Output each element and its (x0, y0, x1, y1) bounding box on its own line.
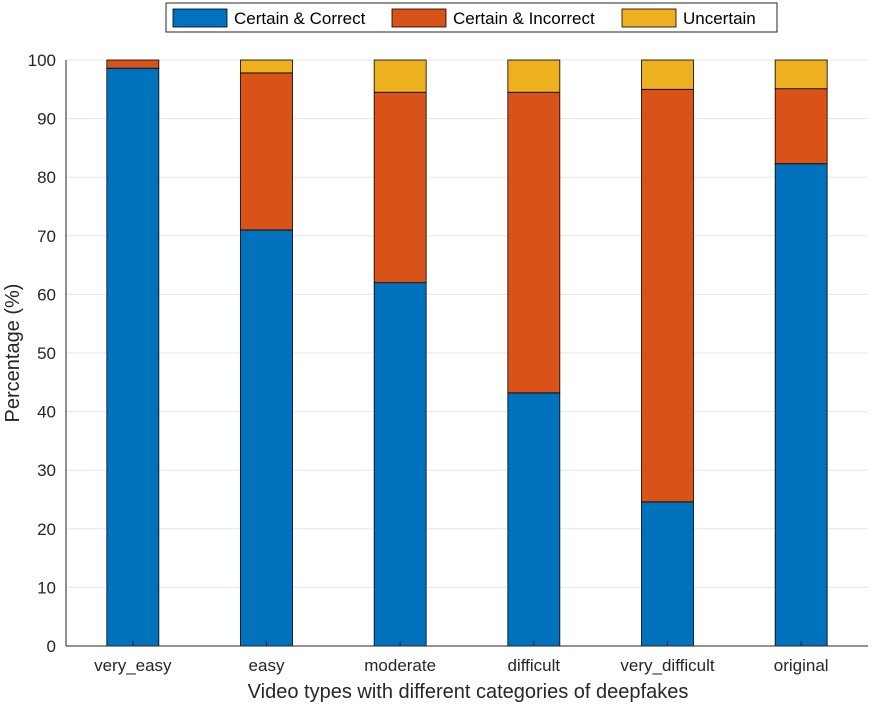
x-tick-label: easy (249, 656, 285, 675)
y-tick-label: 100 (28, 51, 56, 70)
x-tick-label: difficult (508, 656, 561, 675)
y-axis-label: Percentage (%) (2, 284, 24, 423)
x-tick-labels: very_easy easy moderate difficult very_diffi… (94, 641, 829, 675)
x-tick-label: original (774, 656, 829, 675)
legend-swatch-series-1 (391, 8, 447, 28)
legend: Certain & Correct Certain & Incorrect Unce… (165, 2, 778, 33)
legend-label-series-1: Certain & Incorrect (453, 9, 595, 28)
y-tick-label: 0 (47, 637, 56, 656)
bar-segment-original-series-1 (774, 88, 828, 165)
y-tick-label: 60 (37, 285, 56, 304)
x-axis-label: Video types with different categories of… (248, 681, 689, 703)
bar-segment-original-series-2 (774, 59, 828, 90)
bar-segment-easy-series-2 (240, 59, 293, 74)
bar-segment-difficult-series-2 (507, 59, 561, 93)
bar-segment-very_difficult-series-1 (641, 88, 694, 503)
bars (106, 59, 828, 647)
x-tick-label: very_difficult (620, 656, 714, 675)
axes (65, 60, 868, 647)
bar-segment-very_easy-series-1 (106, 59, 160, 69)
x-tick-label: very_easy (94, 656, 172, 675)
legend-label-series-0: Certain & Correct (234, 9, 366, 28)
bar-segment-very_difficult-series-0 (641, 501, 694, 647)
bar-segment-original-series-0 (774, 163, 828, 647)
legend-label-series-2: Uncertain (683, 9, 756, 28)
legend-swatch-series-0 (172, 8, 228, 28)
bar-segment-very_difficult-series-2 (641, 59, 694, 90)
bar-segment-moderate-series-2 (373, 59, 427, 93)
bar-segment-difficult-series-1 (507, 91, 561, 394)
y-tick-label: 90 (37, 110, 56, 129)
x-tick-label: moderate (364, 656, 436, 675)
y-tick-label: 20 (37, 520, 56, 539)
y-tick-label: 10 (37, 578, 56, 597)
grid-lines (66, 59, 868, 647)
bar-segment-difficult-series-0 (507, 392, 561, 647)
y-tick-label: 50 (37, 344, 56, 363)
bar-segment-easy-series-0 (240, 229, 293, 647)
y-tick-label: 80 (37, 168, 56, 187)
bar-segment-easy-series-1 (240, 72, 293, 231)
bar-segment-very_easy-series-0 (106, 67, 160, 647)
y-tick-labels: 0 10 20 30 40 50 60 70 80 90 100 (28, 51, 56, 656)
bar-segment-moderate-series-0 (373, 282, 427, 647)
y-tick-label: 40 (37, 403, 56, 422)
y-tick-label: 70 (37, 227, 56, 246)
bar-segment-moderate-series-1 (373, 91, 427, 284)
legend-swatch-series-2 (621, 8, 677, 28)
y-tick-label: 30 (37, 461, 56, 480)
